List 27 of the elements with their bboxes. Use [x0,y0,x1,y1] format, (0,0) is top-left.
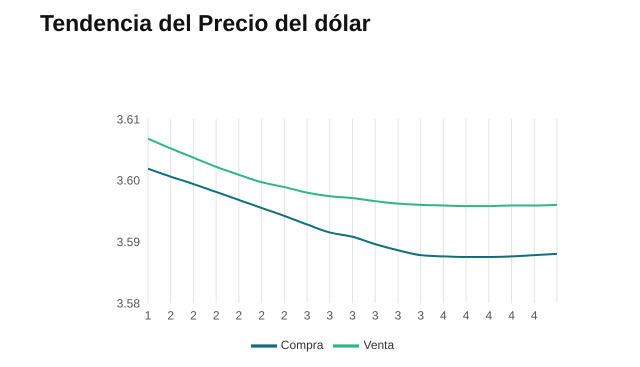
line-series [148,138,557,208]
x-tick-label: 1 [144,308,152,323]
x-tick-label: 3 [394,308,402,323]
x-tick-label: 3 [417,308,424,323]
x-tick-label: 4 [530,308,538,323]
x-tick-label: 3 [304,308,311,323]
y-tick-label: 3.59 [116,234,140,249]
legend-label: Compra [280,338,324,352]
x-tick-label: 2 [190,308,198,323]
line-series [148,168,557,258]
y-tick-label: 3.58 [116,296,140,310]
x-tick-label: 4 [485,308,492,323]
x-tick-label: 4 [462,308,470,323]
y-tick-label: 3.60 [116,174,140,188]
x-tick-label: 2 [167,308,174,323]
x-tick-label: 4 [440,308,448,323]
x-tick-label: 3 [326,308,334,323]
x-tick-label: 3 [349,308,356,323]
x-tick-label: 4 [508,308,516,323]
x-tick-label: 2 [280,308,288,323]
x-tick-label: 2 [258,308,266,323]
x-tick-label: 3 [372,308,379,323]
chart-title: Tendencia del Precio del dólar [40,10,371,37]
legend-label: Venta [363,338,394,352]
y-tick-label: 3.61 [116,112,140,126]
x-tick-label: 2 [212,308,220,323]
x-tick-label: 2 [236,308,243,323]
